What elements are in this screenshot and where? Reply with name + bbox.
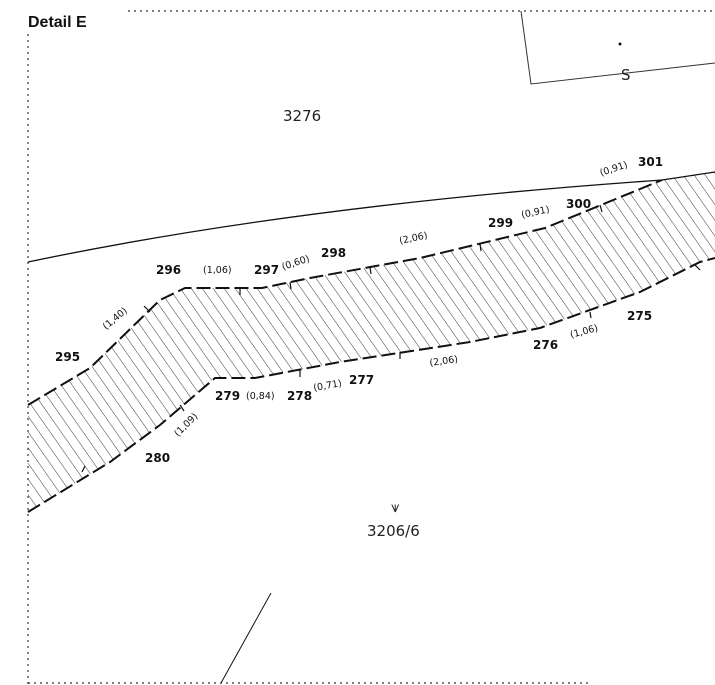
boundary-line-south (220, 592, 272, 684)
point-277: 277 (349, 373, 374, 387)
point-299: 299 (488, 216, 513, 230)
distance-300: (0,91) (520, 204, 550, 221)
point-300: 300 (566, 197, 591, 211)
distance-276: (1,06) (569, 323, 599, 341)
hatched-area (28, 172, 715, 512)
distance-296: (1,40) (101, 306, 130, 333)
boundary-ticks (81, 204, 701, 473)
point-296: 296 (156, 263, 181, 277)
building-dot (618, 42, 622, 46)
distance-277: (2,06) (429, 354, 459, 369)
parcel-number-3276: 3276 (283, 107, 321, 125)
distance-279: (0,84) (246, 391, 275, 402)
point-298: 298 (321, 246, 346, 260)
distance-278: (0,71) (313, 378, 343, 394)
distance-280: (1,09) (172, 411, 200, 439)
distance-299: (2,06) (398, 230, 428, 247)
point-279: 279 (215, 389, 240, 403)
detail-title: Detail E (28, 14, 87, 31)
parcel-boundary-3276 (27, 171, 715, 263)
strip-boundary-upper (27, 179, 663, 406)
point-280: 280 (145, 451, 170, 465)
point-275: 275 (627, 309, 652, 323)
strip-boundary-lower (27, 257, 715, 513)
point-301: 301 (638, 155, 663, 169)
building-letter: S (621, 66, 631, 84)
distance-301: (0,91) (599, 160, 630, 179)
point-278: 278 (287, 389, 312, 403)
parcel-number-3206-6: 3206/6 (367, 522, 420, 540)
distance-297: (1,06) (203, 265, 232, 276)
point-297: 297 (254, 263, 279, 277)
distance-298: (0,60) (281, 254, 312, 273)
point-295: 295 (55, 350, 80, 364)
point-276: 276 (533, 338, 558, 352)
building-outline (520, 10, 715, 85)
land-use-symbol: ⩛ (391, 498, 400, 516)
detail-frame (27, 10, 715, 685)
